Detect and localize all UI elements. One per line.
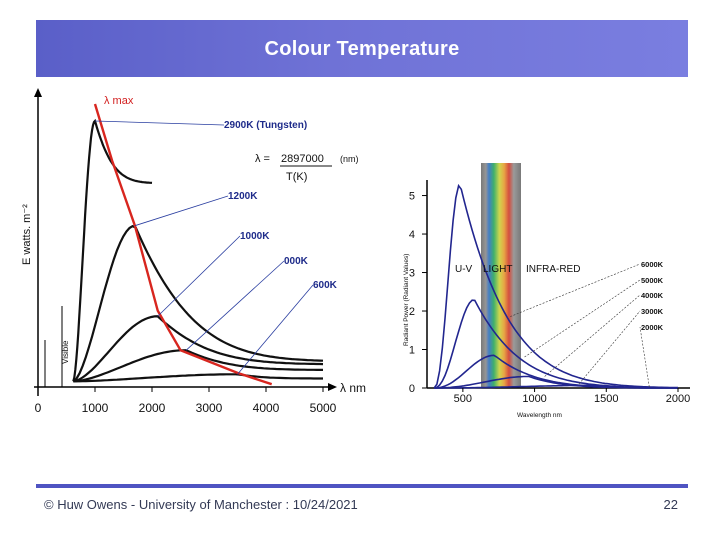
lambda-max-label: λ max xyxy=(104,95,134,107)
series-curve-600k xyxy=(73,373,323,383)
right-series-label-5000k: 5000K xyxy=(641,276,664,285)
right-series-curves xyxy=(433,183,678,389)
right-series-curve-2000k xyxy=(434,384,678,389)
series-label-600k: 600K xyxy=(313,280,338,291)
left-y-arrow-icon xyxy=(34,88,42,97)
series-curve-000k xyxy=(73,349,323,383)
right-axis-ticks: 0 1 2 3 4 5 500 1000 1500 2000 xyxy=(409,191,690,405)
formula-numerator: 2897000 xyxy=(281,153,324,165)
slide-title: Colour Temperature xyxy=(264,38,460,60)
light-label: LIGHT xyxy=(483,264,512,275)
infrared-label: INFRA-RED xyxy=(526,264,580,275)
right-y-tick-label: 1 xyxy=(409,345,415,357)
right-series-leader-line xyxy=(639,326,650,388)
series-leader-line xyxy=(185,260,285,351)
left-x-tick-label: 2000 xyxy=(139,401,166,415)
right-y-tick-label: 2 xyxy=(409,306,415,318)
right-series-label-3000k: 3000K xyxy=(641,307,664,316)
visible-band xyxy=(44,306,63,387)
left-x-tick-label: 3000 xyxy=(196,401,223,415)
right-y-axis-label: Radiant Power (Radiant Values) xyxy=(403,254,410,346)
left-x-ticks: 0 1000 2000 3000 4000 5000 xyxy=(35,387,337,415)
right-series-labels: 6000K 5000K 4000K 3000K 2000K xyxy=(510,260,664,388)
wien-formula: λ = 2897000 (nm) T(K) xyxy=(255,153,359,183)
left-series-labels: 2900K (Tungsten) 1200K 1000K 000K 600K xyxy=(94,120,338,375)
lambda-max-curve xyxy=(93,103,273,386)
series-label-000k: 000K xyxy=(284,256,309,267)
series-leader-line xyxy=(94,120,225,126)
right-x-axis-label: Wavelength nm xyxy=(517,412,562,419)
left-x-tick-label: 0 xyxy=(35,401,42,415)
right-series-curve-6000k xyxy=(433,183,678,389)
right-y-tick-label: 0 xyxy=(409,383,415,395)
right-x-tick-label: 2000 xyxy=(666,393,690,405)
series-label-1000k: 1000K xyxy=(240,231,270,242)
right-x-tick-label: 500 xyxy=(454,393,472,405)
right-x-tick-label: 1500 xyxy=(594,393,618,405)
right-y-tick-label: 3 xyxy=(409,268,415,280)
left-x-tick-label: 4000 xyxy=(253,401,280,415)
right-x-tick-label: 1000 xyxy=(522,393,546,405)
footer-divider xyxy=(36,484,688,488)
right-series-label-6000k: 6000K xyxy=(641,260,664,269)
right-series-leader-line xyxy=(524,279,641,358)
left-chart-axes xyxy=(34,88,337,396)
uv-label: U-V xyxy=(455,264,473,275)
series-label-2900k-tungsten: 2900K (Tungsten) xyxy=(224,120,307,131)
left-x-tick-label: 5000 xyxy=(310,401,337,415)
formula-denominator: T(K) xyxy=(286,171,307,183)
left-x-arrow-icon xyxy=(328,383,337,391)
right-series-leader-line xyxy=(578,310,641,385)
formula-unit: (nm) xyxy=(340,154,359,164)
left-y-axis-label: E watts. m⁻² xyxy=(21,204,33,265)
right-series-label-4000k: 4000K xyxy=(641,291,664,300)
right-series-leader-line xyxy=(544,294,641,377)
series-leader-line xyxy=(157,235,241,317)
right-series-label-2000k: 2000K xyxy=(641,323,664,332)
visible-label: Visible xyxy=(61,340,70,364)
series-curve-1000k xyxy=(73,315,324,383)
left-series-curves xyxy=(72,103,324,386)
right-y-tick-label: 5 xyxy=(409,191,415,203)
left-x-tick-label: 1000 xyxy=(82,401,109,415)
series-leader-line xyxy=(237,284,314,375)
right-y-tick-label: 4 xyxy=(409,229,415,241)
series-leader-line xyxy=(134,195,229,227)
right-series-leader-line xyxy=(510,263,641,317)
series-curve-1200k xyxy=(72,224,324,383)
formula-lhs: λ = xyxy=(255,153,270,165)
footer-credit: © Huw Owens - University of Manchester :… xyxy=(44,497,358,512)
title-bar: Colour Temperature xyxy=(36,20,688,77)
series-label-1200k: 1200K xyxy=(228,191,258,202)
left-x-axis-label: λ nm xyxy=(340,381,366,395)
page-number: 22 xyxy=(663,497,678,512)
